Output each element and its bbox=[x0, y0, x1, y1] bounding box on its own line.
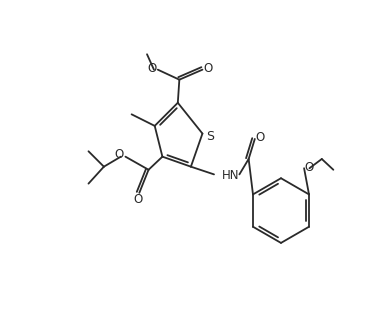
Text: O: O bbox=[114, 148, 123, 161]
Text: O: O bbox=[148, 62, 157, 75]
Text: S: S bbox=[206, 130, 214, 143]
Text: O: O bbox=[256, 131, 265, 144]
Text: O: O bbox=[203, 62, 212, 75]
Text: O: O bbox=[305, 161, 314, 174]
Text: HN: HN bbox=[222, 169, 239, 182]
Text: O: O bbox=[133, 193, 142, 206]
